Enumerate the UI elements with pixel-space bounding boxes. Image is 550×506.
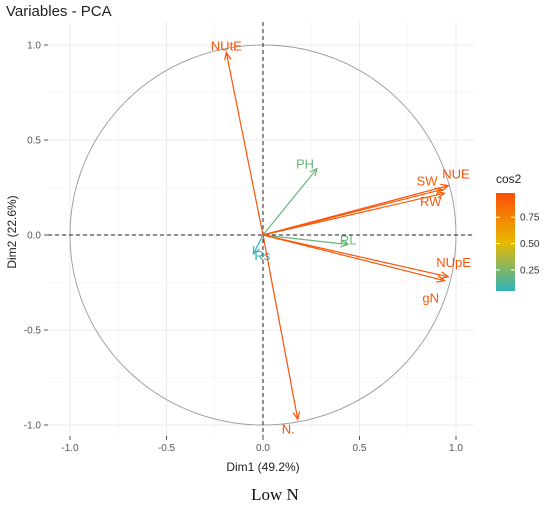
variable-vector: PH [262,157,318,236]
variable-vector: gN [262,234,446,306]
variable-label: RL [340,233,357,248]
vector-arrowhead [340,239,350,248]
x-axis-label: Dim1 (49.2%) [226,460,299,474]
legend: cos2 0.25 0.50 0.75 [496,172,540,291]
y-tick-label: -1.0 [24,421,42,432]
variable-vector: NUE [262,167,470,236]
y-tick-label: 1.0 [27,41,41,52]
chart-title: Variables - PCA [6,3,112,20]
vector-line [262,234,299,420]
legend-colorbar [496,193,515,291]
vector-arrowhead [440,183,450,192]
vector-line [262,234,445,282]
variable-label: N. [282,421,295,436]
x-tick-label: -1.0 [61,443,79,454]
vector-arrowhead [223,51,232,61]
y-tick-label: 0.0 [27,231,41,242]
vector-line [262,234,348,246]
vector-arrowhead [436,191,446,199]
variable-label: NUE [442,167,470,182]
vector-arrowhead [436,275,446,283]
vector-line [262,192,445,236]
variable-label: RW [420,194,442,209]
x-tick-label: 1.0 [449,443,463,454]
variable-vector: NUtE [211,39,264,236]
vector-arrowhead [440,271,450,279]
variable-label: NUtE [211,39,242,54]
vector-arrowhead [309,167,318,177]
plot-panel [48,22,474,436]
figure-caption: Low N [251,485,299,504]
variable-vector: RW [262,191,446,236]
legend-title: cos2 [496,172,522,186]
x-tick-label: 0.0 [256,443,270,454]
vector-line [225,52,264,236]
vector-line [252,234,264,255]
vector-arrowhead [292,411,301,421]
y-tick-label: 0.5 [27,136,41,147]
variable-label: SW [417,173,439,188]
variable-label: gN [422,291,439,306]
legend-tick-label: 0.75 [520,213,540,224]
vector-line [262,234,449,278]
variable-vector: NUpE [262,234,471,279]
y-tick-label: -0.5 [24,326,42,337]
legend-tick-label: 0.25 [520,265,540,276]
legend-tick-label: 0.50 [520,239,540,250]
variable-label: PH [296,157,314,172]
x-tick-label: 0.5 [353,443,367,454]
vector-line [262,168,318,236]
variable-label: NUpE [436,255,471,270]
variable-vector: RL [262,233,357,248]
vector-line [262,185,449,236]
x-tick-label: -0.5 [158,443,176,454]
vector-arrowhead [252,245,260,256]
y-axis-label: Dim2 (22.6%) [5,195,19,268]
variable-vector: N. [262,234,301,436]
